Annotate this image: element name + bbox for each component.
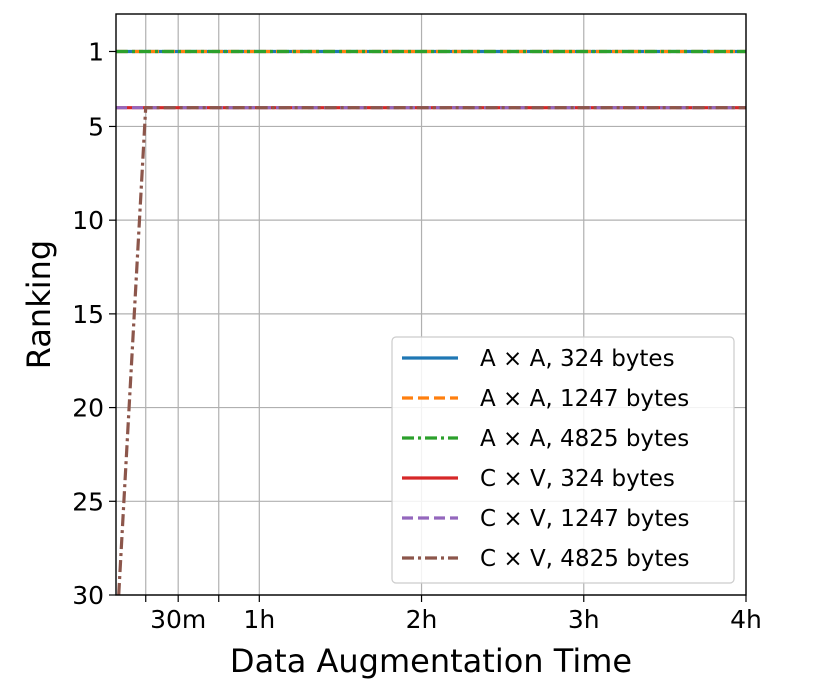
y-tick-label: 30 [72, 581, 104, 610]
x-tick-label: 2h [406, 605, 438, 634]
y-tick-label: 10 [72, 206, 104, 235]
legend-label-5: C × V, 1247 bytes [480, 506, 690, 532]
x-tick-label: 4h [730, 605, 762, 634]
series-line-6 [117, 106, 746, 596]
legend-box [391, 336, 735, 584]
x-tick-label: 30m [150, 605, 206, 634]
legend-label-3: A × A, 4825 bytes [480, 426, 689, 452]
x-tick-label: 1h [243, 605, 275, 634]
legend-label-4: C × V, 324 bytes [480, 466, 675, 492]
x-tick-label: 3h [568, 605, 600, 634]
plot-frame [115, 13, 747, 596]
y-tick-label: 15 [72, 300, 104, 329]
legend-label-1: A × A, 324 bytes [480, 346, 675, 372]
y-tick-label: 25 [72, 487, 104, 516]
y-axis-label: Ranking [20, 240, 58, 369]
y-tick-label: 20 [72, 394, 104, 423]
x-axis-label: Data Augmentation Time [230, 642, 632, 680]
y-tick-label: 1 [88, 37, 104, 66]
legend-label-6: C × V, 4825 bytes [480, 546, 690, 572]
y-tick-label: 5 [88, 112, 104, 141]
legend: A × A, 324 bytes A × A, 1247 bytes A × A, … [391, 336, 735, 584]
series-lines [116, 49, 746, 596]
legend-label-2: A × A, 1247 bytes [480, 386, 689, 412]
